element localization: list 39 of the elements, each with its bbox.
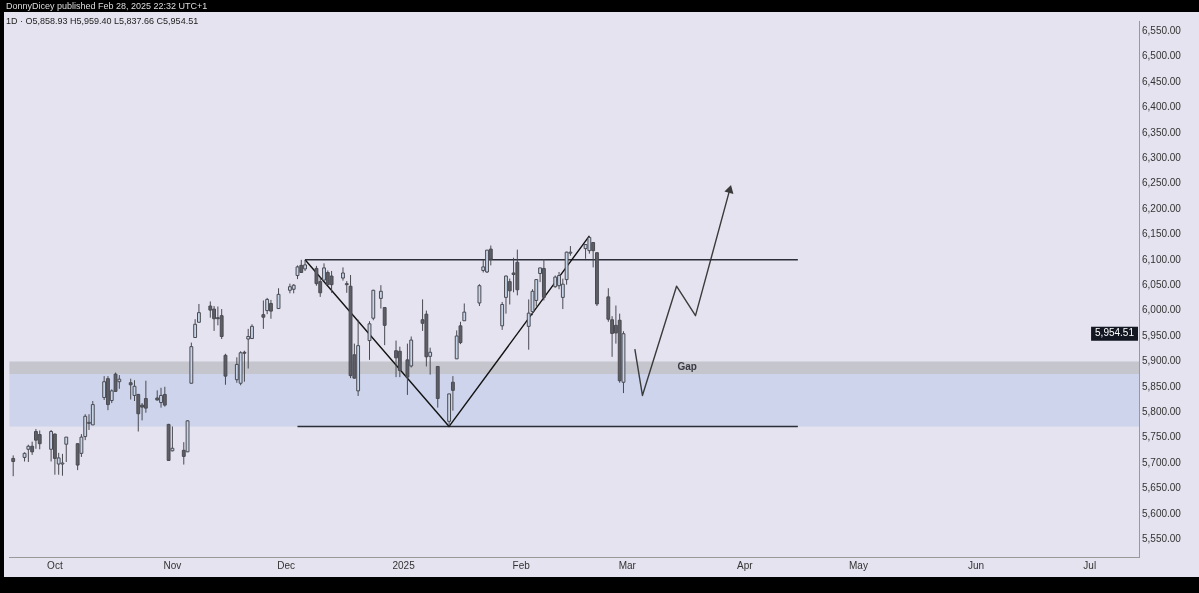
- y-tick-label: 6,350.00: [1142, 126, 1182, 138]
- annotation: 1D · O5,858.93 H5,959.40 L5,837.66 C5,954.51: [6, 16, 199, 26]
- y-tick-label: 5,650.00: [1142, 482, 1182, 494]
- x-tick-label: Oct: [47, 559, 63, 571]
- y-tick-label: 6,100.00: [1142, 253, 1182, 265]
- x-tick-label: Jun: [967, 559, 985, 571]
- x-tick-label: Nov: [163, 559, 182, 571]
- y-tick-label: 5,600.00: [1142, 507, 1182, 519]
- y-tick-label: 5,800.00: [1142, 405, 1182, 417]
- x-tick-label: Jul: [1083, 559, 1097, 571]
- text: DonnyDicey published Feb 28, 2025 22:32 UTC+1: [6, 0, 208, 12]
- y-tick-label: 5,850.00: [1142, 380, 1182, 392]
- y-tick-label: 6,400.00: [1142, 101, 1182, 113]
- y-tick-label: 6,150.00: [1142, 228, 1182, 240]
- band-label: Gap: [677, 361, 697, 373]
- x-tick-label: Feb: [512, 559, 531, 571]
- y-tick-label: 6,550.00: [1142, 24, 1182, 36]
- y-tick-label: 6,500.00: [1142, 50, 1182, 62]
- y-tick-label: 5,900.00: [1142, 355, 1182, 367]
- y-tick-label: 6,000.00: [1142, 304, 1182, 316]
- x-tick-label: 2025: [392, 559, 416, 571]
- candlestick: [49, 429, 54, 462]
- y-tick-label: 6,300.00: [1142, 151, 1182, 163]
- x-tick-label: Apr: [737, 559, 754, 571]
- x-tick-label: May: [849, 559, 868, 571]
- y-tick-label: 6,050.00: [1142, 278, 1182, 290]
- annotation: 5,954.51: [1095, 327, 1135, 339]
- y-tick-label: 5,950.00: [1142, 329, 1182, 341]
- x-tick-label: Dec: [277, 559, 296, 571]
- candlestick: [269, 299, 273, 320]
- y-tick-label: 6,450.00: [1142, 75, 1182, 87]
- y-tick-label: 6,250.00: [1142, 177, 1182, 189]
- y-tick-label: 6,200.00: [1142, 202, 1182, 214]
- y-tick-label: 5,700.00: [1142, 456, 1182, 468]
- candlestick: [34, 428, 38, 450]
- x-tick-label: Mar: [618, 559, 637, 571]
- candlestick: [197, 303, 201, 323]
- y-tick-label: 5,550.00: [1142, 532, 1182, 544]
- y-tick-label: 5,750.00: [1142, 431, 1182, 443]
